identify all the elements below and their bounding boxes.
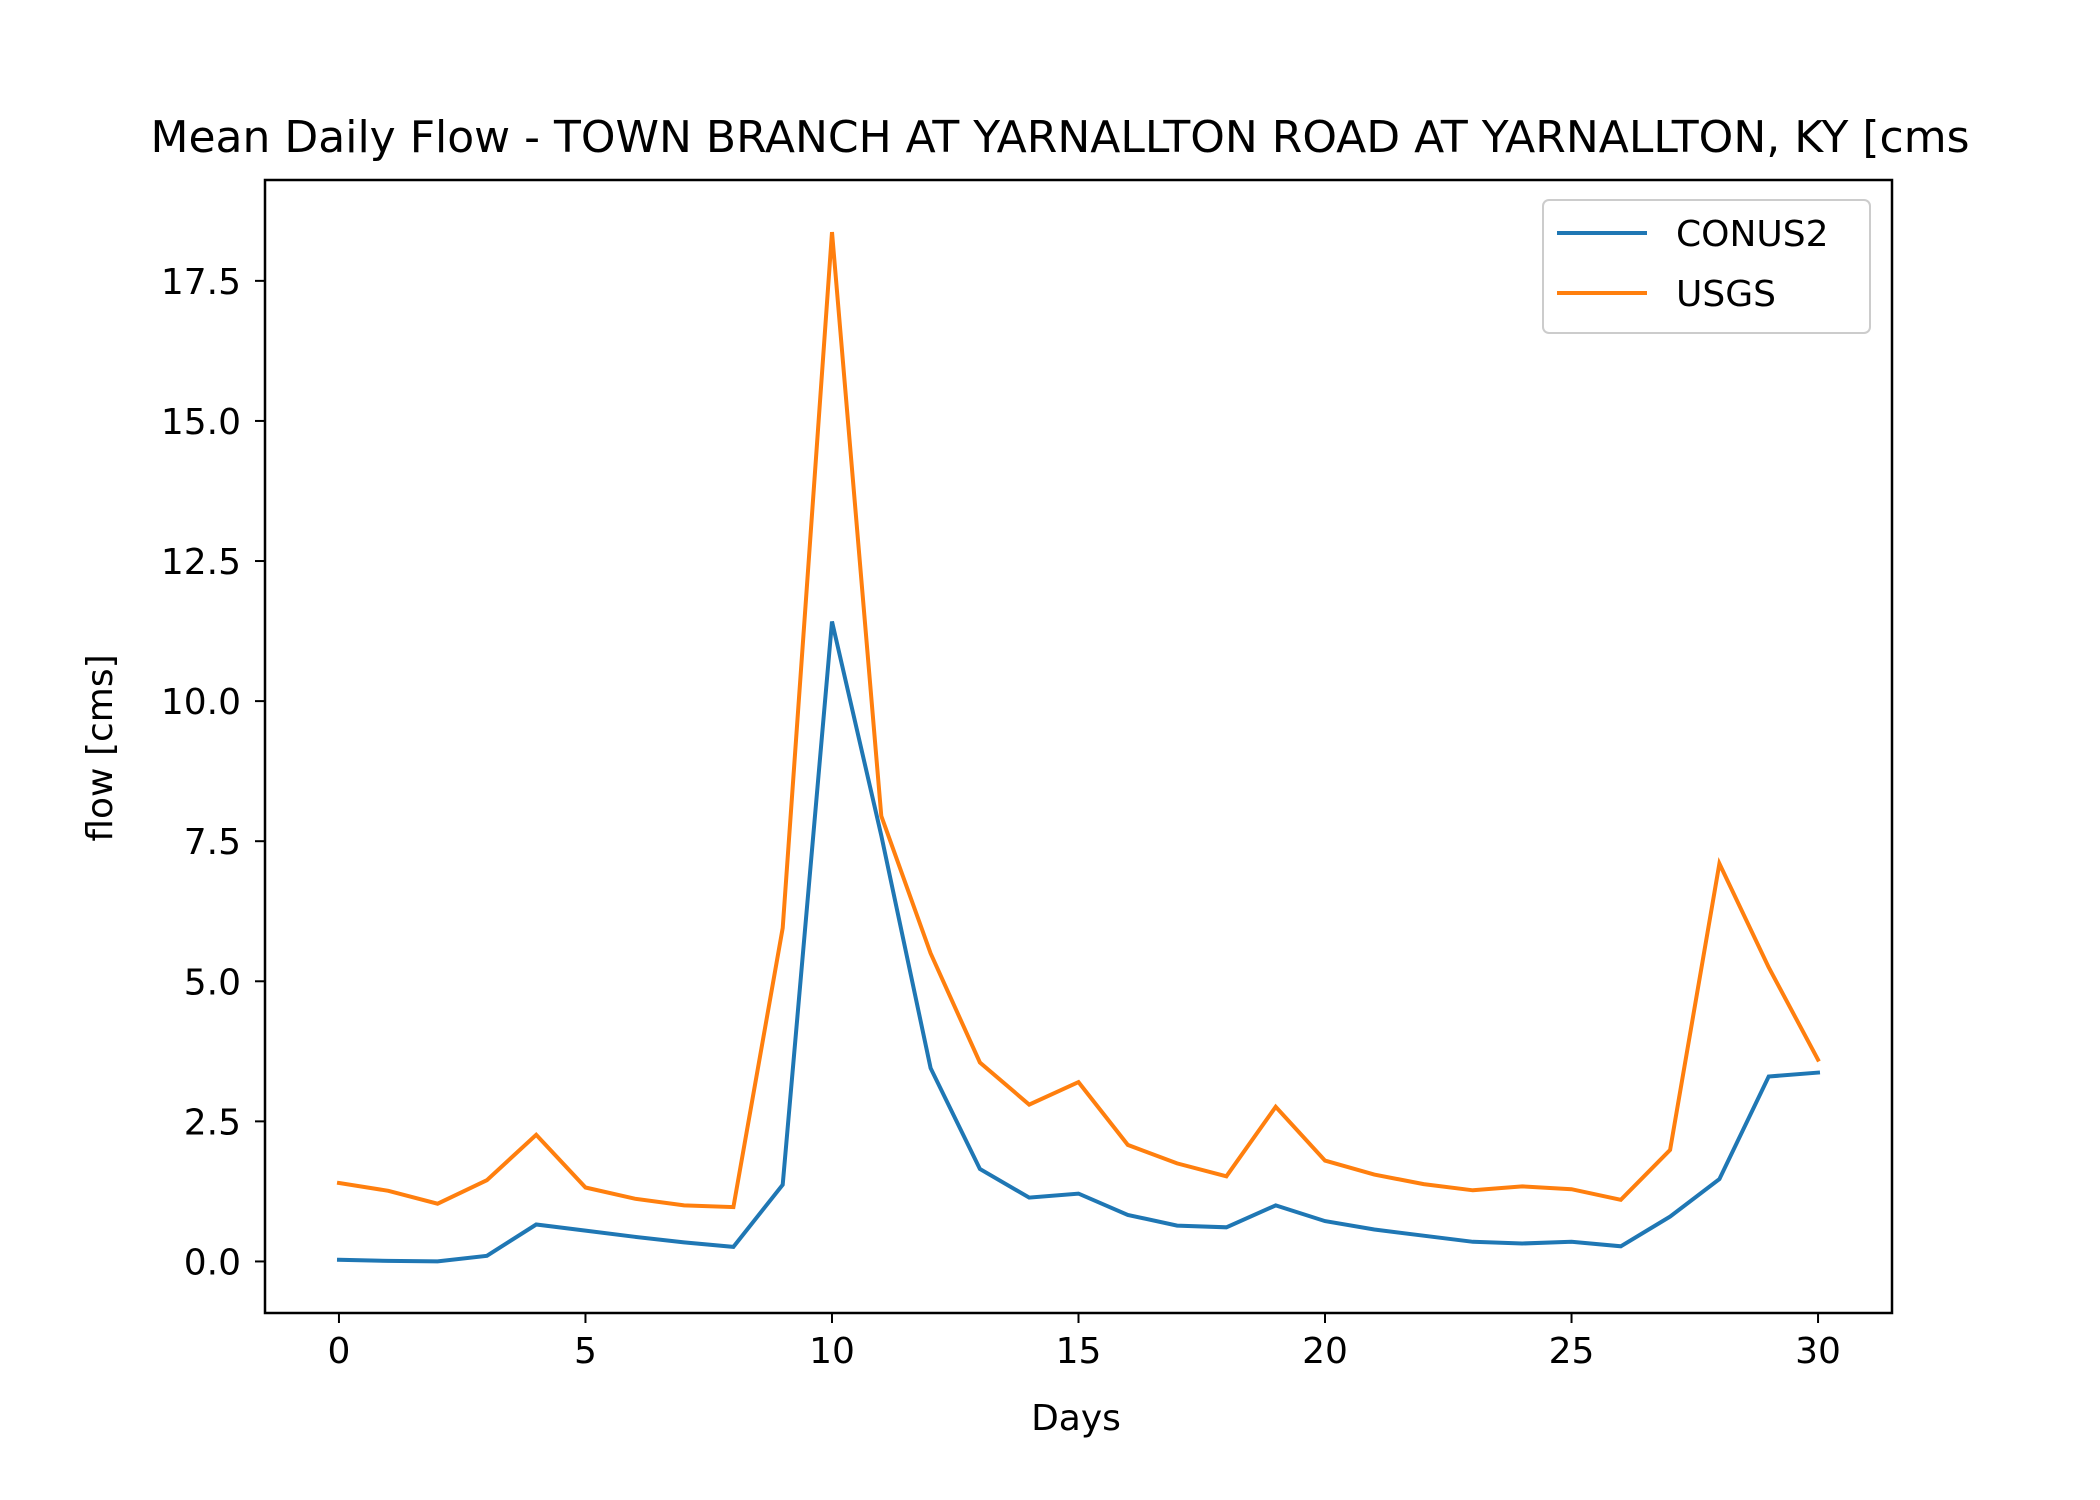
legend-label-conus2: CONUS2 xyxy=(1676,214,1829,255)
plot-series xyxy=(336,231,1821,1264)
legend: CONUS2 USGS xyxy=(1542,199,1871,334)
y-tick-label: 2.5 xyxy=(184,1102,241,1143)
x-tick-label: 30 xyxy=(1795,1331,1841,1372)
x-tick-label: 10 xyxy=(809,1331,855,1372)
legend-label-usgs: USGS xyxy=(1676,274,1776,315)
y-tick-label: 5.0 xyxy=(184,962,241,1003)
y-tick-label: 12.5 xyxy=(161,542,241,583)
x-axis-ticks: 0 5 10 15 20 25 30 xyxy=(328,1313,1841,1372)
x-tick-label: 5 xyxy=(574,1331,597,1372)
x-tick-label: 25 xyxy=(1549,1331,1595,1372)
y-tick-label: 15.0 xyxy=(161,402,241,443)
y-axis-ticks: 0.0 2.5 5.0 7.5 10.0 12.5 15.0 17.5 xyxy=(161,262,265,1283)
series-line-conus2 xyxy=(336,621,1821,1264)
y-tick-label: 7.5 xyxy=(184,822,241,863)
plot-frame xyxy=(263,178,1894,1315)
series-line-usgs xyxy=(336,231,1821,1210)
x-tick-label: 0 xyxy=(328,1331,351,1372)
chart-title: Mean Daily Flow - TOWN BRANCH AT YARNALL… xyxy=(151,112,1970,163)
y-tick-label: 10.0 xyxy=(161,682,241,723)
y-tick-label: 17.5 xyxy=(161,262,241,303)
x-tick-label: 15 xyxy=(1056,1331,1102,1372)
x-tick-label: 20 xyxy=(1302,1331,1348,1372)
y-tick-label: 0.0 xyxy=(184,1242,241,1283)
x-axis-label: Days xyxy=(1031,1398,1121,1439)
y-axis-label: flow [cms] xyxy=(80,654,121,841)
